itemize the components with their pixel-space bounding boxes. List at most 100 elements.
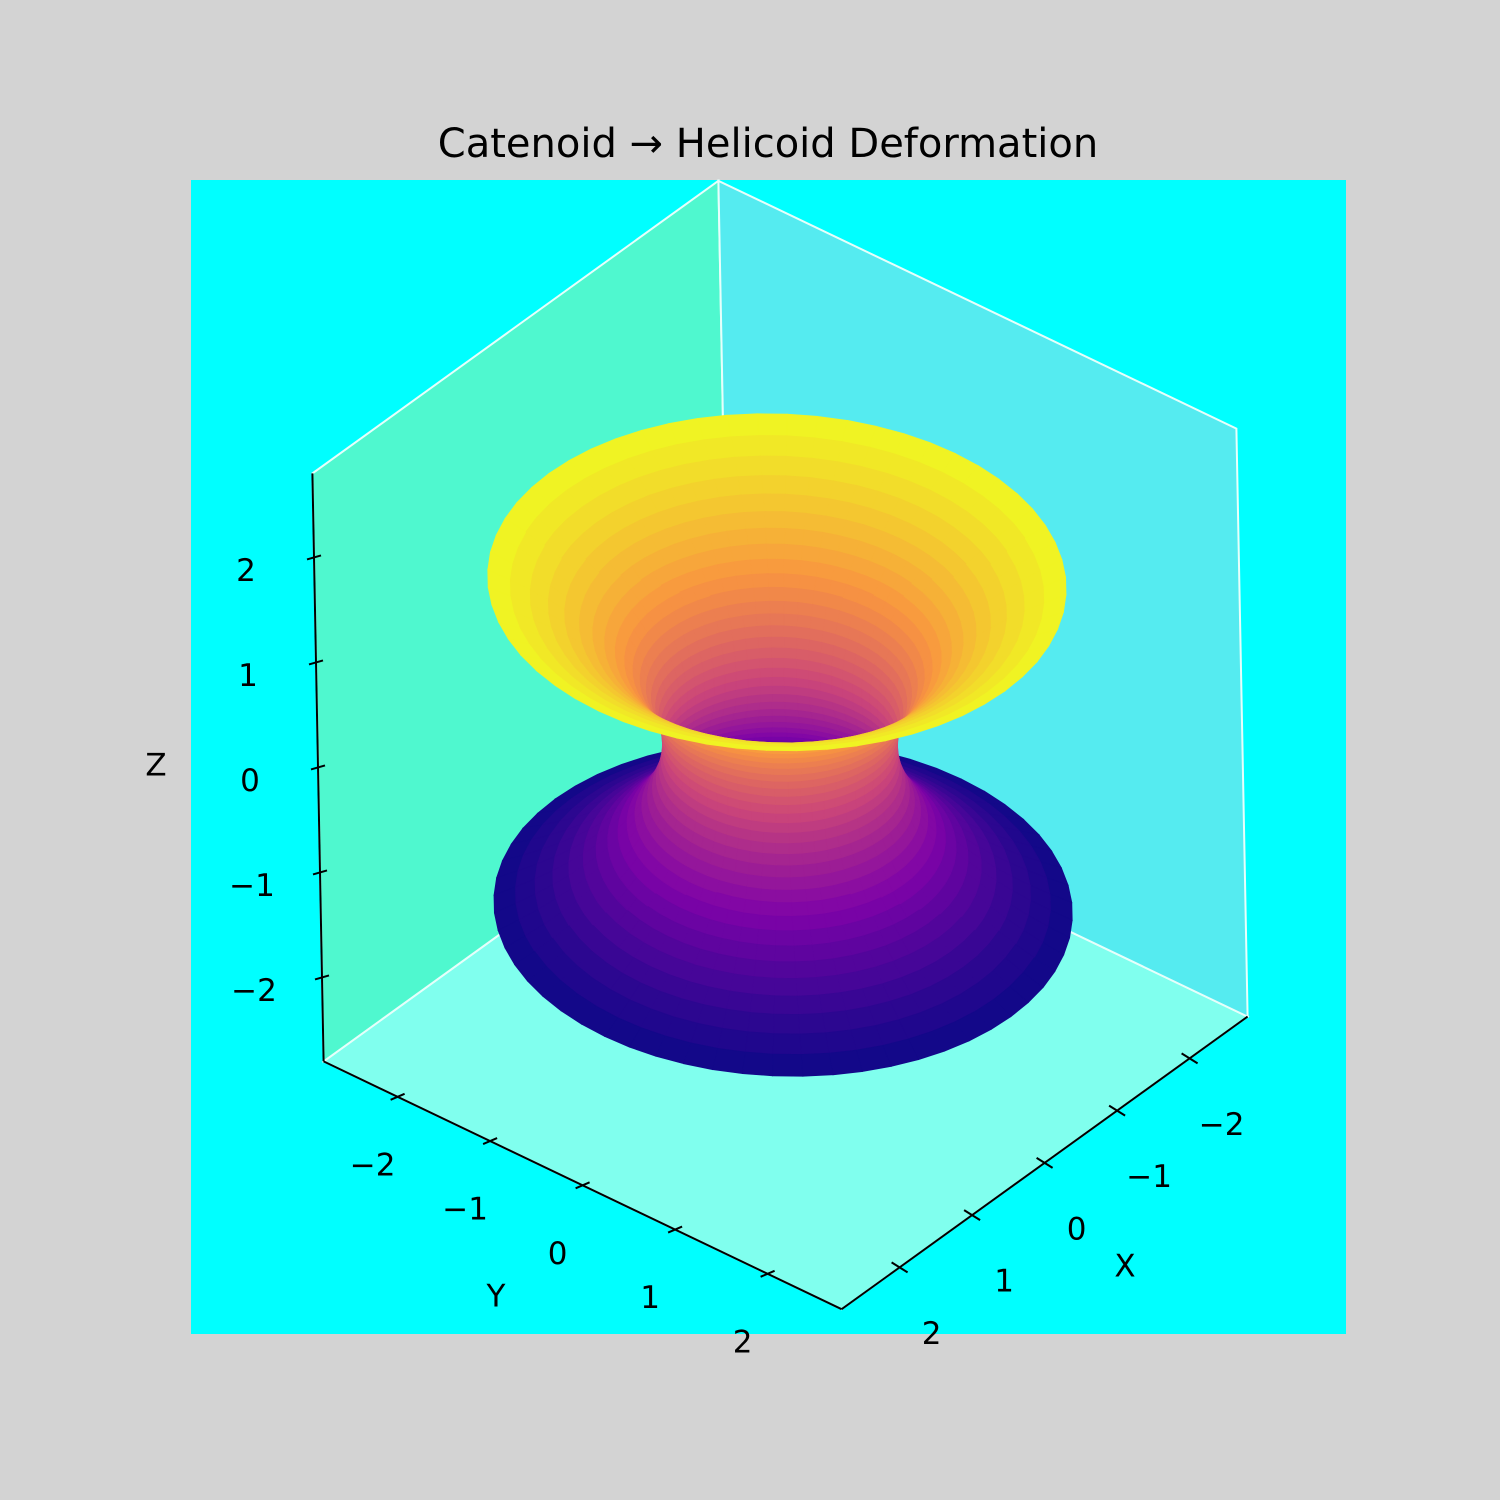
chart-title: Catenoid → Helicoid Deformation bbox=[438, 121, 1098, 167]
x-tick bbox=[891, 1261, 909, 1274]
y-tick-label: 1 bbox=[640, 1280, 660, 1316]
surface-facet bbox=[734, 455, 763, 478]
surface-facet bbox=[775, 915, 794, 932]
surface-facet bbox=[730, 435, 761, 458]
surface-facet bbox=[749, 993, 776, 1015]
surface-facet bbox=[762, 841, 777, 854]
surface-facet bbox=[761, 875, 777, 890]
surface-facet bbox=[806, 899, 825, 917]
surface-facet bbox=[762, 803, 777, 814]
surface-facet bbox=[794, 960, 817, 979]
surface-facet bbox=[790, 888, 808, 904]
surface-facet bbox=[761, 863, 777, 878]
surface-facet bbox=[801, 851, 817, 865]
surface-facet bbox=[771, 666, 785, 678]
surface-facet bbox=[736, 941, 758, 961]
surface-facet bbox=[762, 794, 776, 805]
surface-facet bbox=[773, 762, 789, 769]
x-tick-label: 1 bbox=[994, 1264, 1014, 1300]
surface-facet bbox=[800, 820, 814, 833]
surface-facet bbox=[775, 853, 791, 866]
surface-facet bbox=[749, 839, 764, 854]
surface-facet bbox=[787, 803, 801, 814]
surface-facet bbox=[754, 600, 771, 615]
surface-facet bbox=[785, 455, 813, 478]
surface-facet bbox=[788, 852, 804, 866]
surface-facet bbox=[812, 590, 830, 607]
x-tick bbox=[1181, 1052, 1199, 1065]
surface-facet bbox=[772, 753, 790, 759]
surface-facet bbox=[756, 413, 788, 437]
y-tick-label: −1 bbox=[442, 1192, 488, 1228]
surface-facet bbox=[775, 876, 792, 890]
surface-facet bbox=[737, 475, 764, 496]
surface-facet bbox=[818, 992, 847, 1014]
surface-facet bbox=[800, 830, 815, 843]
surface-facet bbox=[766, 558, 785, 575]
surface-facet bbox=[726, 990, 753, 1013]
surface-facet bbox=[774, 961, 797, 979]
surface-facet bbox=[803, 512, 827, 533]
surface-facet bbox=[764, 527, 786, 545]
surface-facet bbox=[767, 573, 785, 588]
surface-facet bbox=[797, 1012, 826, 1035]
surface-facet bbox=[787, 780, 802, 790]
surface-facet bbox=[795, 977, 820, 997]
surface-facet bbox=[800, 1052, 834, 1077]
surface-facet bbox=[784, 475, 811, 497]
surface-facet bbox=[746, 657, 760, 670]
surface-facet bbox=[729, 973, 755, 995]
y-tick bbox=[760, 1269, 775, 1278]
surface-facet bbox=[774, 795, 789, 806]
z-tick-label: 2 bbox=[236, 553, 256, 589]
surface-facet bbox=[748, 861, 764, 877]
surface-facet bbox=[761, 787, 776, 797]
surface-facet bbox=[787, 821, 802, 833]
surface-facet bbox=[762, 852, 777, 866]
surface-facet bbox=[809, 457, 839, 482]
surface-facet bbox=[758, 435, 788, 457]
surface-facet bbox=[793, 944, 815, 963]
surface-facet bbox=[790, 901, 809, 917]
surface-facet bbox=[811, 942, 834, 962]
surface-facet bbox=[784, 693, 799, 703]
surface-facet bbox=[739, 926, 760, 945]
surface-facet bbox=[762, 831, 777, 844]
z-tick bbox=[312, 869, 328, 876]
y-tick bbox=[390, 1092, 405, 1101]
surface-facet bbox=[775, 822, 789, 833]
surface-facet bbox=[751, 573, 770, 589]
z-tick-label: −2 bbox=[231, 973, 277, 1009]
surface-facet bbox=[787, 773, 802, 782]
surface-facet bbox=[783, 573, 801, 590]
surface-facet bbox=[758, 700, 773, 710]
z-tick bbox=[314, 974, 330, 981]
surface-facet bbox=[749, 558, 769, 575]
surface-facet bbox=[740, 600, 757, 616]
surface-facet bbox=[761, 475, 787, 495]
surface-facet bbox=[757, 635, 772, 649]
surface-facet bbox=[787, 787, 801, 797]
surface-facet bbox=[800, 545, 821, 564]
surface-facet bbox=[774, 787, 789, 797]
surface-facet bbox=[796, 625, 811, 640]
surface-facet bbox=[816, 974, 842, 996]
surface-facet bbox=[775, 930, 795, 947]
surface-facet bbox=[738, 587, 756, 604]
surface-facet bbox=[783, 636, 798, 649]
surface-facet bbox=[783, 558, 802, 576]
surface-facet bbox=[773, 1013, 801, 1035]
y-tick bbox=[575, 1181, 590, 1190]
surface-facet bbox=[743, 511, 766, 530]
surface-facet bbox=[804, 886, 822, 903]
surface-facet bbox=[796, 994, 823, 1015]
surface-facet bbox=[785, 435, 816, 459]
surface-facet bbox=[770, 635, 785, 648]
surface-facet bbox=[771, 714, 787, 723]
surface-facet bbox=[768, 586, 785, 602]
surface-facet bbox=[747, 667, 761, 679]
surface-facet bbox=[791, 915, 811, 932]
surface-facet bbox=[800, 840, 816, 854]
surface-facet bbox=[771, 693, 786, 703]
z-tick bbox=[308, 659, 324, 666]
